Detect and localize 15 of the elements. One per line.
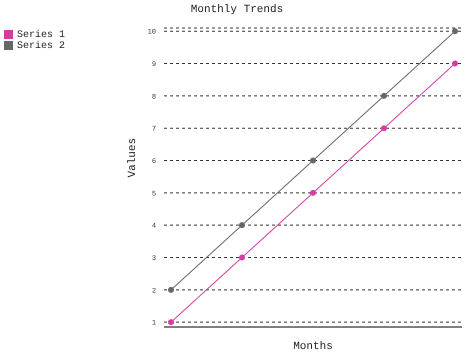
y-axis-title: Values [126, 138, 139, 178]
point [239, 222, 246, 228]
point [310, 158, 316, 164]
point [310, 190, 316, 196]
legend-label: Series 2 [17, 41, 66, 52]
x-axis-title: Months [293, 341, 333, 353]
point [168, 286, 174, 293]
chart-title: Monthly Trends [190, 4, 284, 16]
point [168, 319, 174, 326]
point [381, 92, 388, 99]
point [239, 254, 246, 261]
point [452, 28, 458, 34]
legend-label: Series 1 [17, 30, 66, 42]
point [452, 60, 458, 67]
point [381, 125, 388, 132]
